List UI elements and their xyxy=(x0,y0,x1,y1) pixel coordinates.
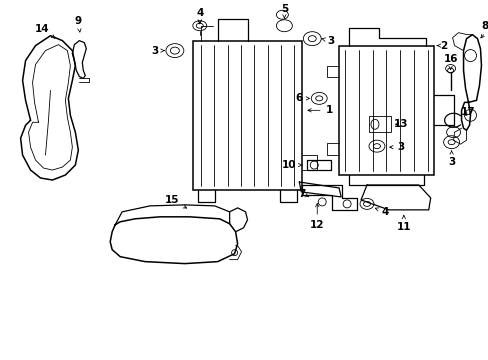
Bar xyxy=(339,46,433,175)
Text: 3: 3 xyxy=(447,151,454,167)
Text: 6: 6 xyxy=(295,93,309,103)
Text: 3: 3 xyxy=(321,36,334,46)
Text: 16: 16 xyxy=(443,54,457,64)
Text: 7: 7 xyxy=(298,189,308,199)
Bar xyxy=(192,41,302,190)
Text: 5: 5 xyxy=(280,4,287,14)
Text: 10: 10 xyxy=(282,160,302,170)
Text: 15: 15 xyxy=(164,195,186,208)
Text: 9: 9 xyxy=(75,16,81,32)
Text: 13: 13 xyxy=(393,119,407,129)
Text: 17: 17 xyxy=(460,107,475,117)
Text: 12: 12 xyxy=(309,203,324,230)
Text: 3: 3 xyxy=(389,142,404,152)
Text: 4: 4 xyxy=(196,8,203,18)
Text: 14: 14 xyxy=(35,24,55,38)
Bar xyxy=(368,116,390,132)
Text: 2: 2 xyxy=(436,41,447,51)
Text: 8: 8 xyxy=(481,21,488,31)
Text: 11: 11 xyxy=(396,216,410,232)
Text: 3: 3 xyxy=(151,46,164,55)
Text: 1: 1 xyxy=(307,105,332,115)
Text: 4: 4 xyxy=(375,207,388,217)
